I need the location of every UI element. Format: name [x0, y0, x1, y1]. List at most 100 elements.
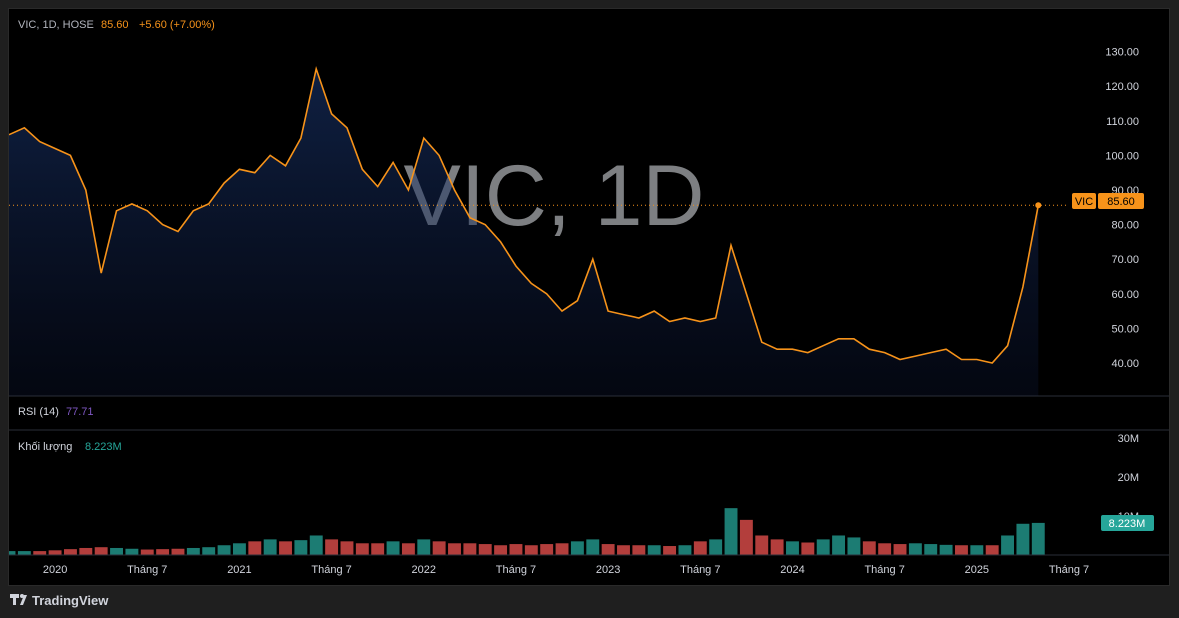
volume-bar	[924, 544, 938, 555]
volume-bar	[386, 541, 400, 555]
volume-axis[interactable]: 30M20M10M	[1118, 433, 1139, 523]
volume-bar	[478, 544, 492, 555]
price-tag-symbol-bg	[1072, 193, 1096, 209]
volume-bar	[663, 546, 677, 555]
time-tick-label: 2022	[412, 564, 436, 576]
price-tag-symbol: VIC	[1075, 196, 1093, 208]
rsi-value: 77.71	[66, 406, 94, 418]
time-tick-label: Tháng 7	[1049, 564, 1089, 576]
price-tick-label: 130.00	[1105, 47, 1139, 59]
price-tag-value: 85.60	[1107, 196, 1135, 208]
volume-bar	[371, 543, 385, 555]
volume-bar	[186, 547, 200, 555]
volume-bar	[325, 539, 339, 555]
volume-bar	[862, 541, 876, 555]
volume-bar	[632, 545, 646, 555]
volume-bar	[48, 550, 62, 555]
price-change-header: +5.60 (+7.00%)	[139, 19, 215, 31]
time-tick-label: Tháng 7	[680, 564, 720, 576]
volume-bar	[432, 541, 446, 555]
volume-bar	[908, 543, 922, 555]
volume-bar	[724, 508, 738, 555]
volume-value: 8.223M	[85, 441, 122, 453]
volume-bar	[586, 539, 600, 555]
tradingview-logo-icon	[10, 594, 27, 605]
volume-bar	[955, 545, 968, 555]
time-tick-label: Tháng 7	[864, 564, 904, 576]
volume-tag-bg	[1101, 515, 1154, 531]
chart-frame: VIC, 1D VIC, 1D, HOSE 85.60 +5.60 (+7.00…	[8, 8, 1170, 586]
volume-bar	[294, 540, 308, 555]
volume-bar	[985, 545, 999, 555]
volume-bar	[263, 539, 277, 555]
price-tick-label: 100.00	[1105, 150, 1139, 162]
last-price-dot	[1035, 202, 1042, 209]
volume-bar	[448, 543, 461, 555]
volume-bars	[9, 508, 1045, 555]
volume-bar	[540, 544, 554, 555]
volume-bar	[847, 537, 861, 555]
volume-bar	[893, 544, 907, 555]
volume-bar	[878, 543, 892, 555]
volume-bar	[110, 547, 123, 555]
volume-bar	[202, 547, 216, 555]
volume-bar	[232, 543, 246, 555]
price-tag-value-bg	[1098, 193, 1144, 209]
time-tick-label: Tháng 7	[496, 564, 536, 576]
volume-bar	[678, 545, 692, 555]
volume-bar	[355, 543, 369, 555]
volume-bar	[94, 547, 108, 555]
time-tick-label: Tháng 7	[311, 564, 351, 576]
volume-bar	[17, 551, 31, 555]
symbol-info: VIC, 1D, HOSE	[18, 19, 94, 31]
volume-bar	[617, 545, 630, 555]
volume-bar	[739, 519, 753, 555]
volume-bar	[140, 549, 154, 555]
volume-bar	[309, 535, 323, 555]
time-tick-label: 2021	[227, 564, 251, 576]
price-tick-label: 60.00	[1111, 289, 1139, 301]
volume-label: Khối lượng	[18, 441, 72, 453]
volume-bar	[217, 545, 231, 555]
volume-bar	[786, 541, 799, 555]
price-axis[interactable]: 130.00120.00110.00100.0090.0080.0070.006…	[1105, 47, 1139, 370]
volume-bar	[570, 541, 584, 555]
volume-bar	[417, 539, 431, 555]
volume-bar	[1016, 523, 1030, 555]
volume-bar	[601, 544, 615, 555]
volume-bar	[279, 541, 292, 555]
volume-bar	[939, 544, 953, 555]
volume-bar	[647, 545, 661, 555]
time-tick-label: 2020	[43, 564, 67, 576]
price-area	[9, 68, 1039, 397]
volume-bar	[248, 541, 262, 555]
volume-bar	[494, 545, 508, 555]
volume-bar	[9, 551, 16, 555]
volume-bar	[816, 539, 830, 555]
volume-bar	[509, 544, 523, 555]
volume-bar	[79, 547, 93, 555]
price-tick-label: 110.00	[1106, 116, 1139, 128]
price-tick-label: 70.00	[1111, 254, 1139, 266]
time-axis[interactable]: 2020 Tháng 7 2021 Tháng 7 2022 Tháng 7 2023 Thá…	[43, 564, 1089, 576]
volume-bar	[693, 541, 707, 555]
time-tick-label: 2023	[596, 564, 620, 576]
volume-bar	[970, 545, 984, 555]
volume-bar	[33, 551, 47, 555]
volume-bar	[171, 548, 185, 555]
volume-tick-label: 20M	[1118, 472, 1139, 484]
time-tick-label: Tháng 7	[127, 564, 167, 576]
volume-bar	[524, 545, 538, 555]
volume-bar	[401, 543, 415, 555]
rsi-label: RSI (14)	[18, 406, 59, 418]
volume-bar	[63, 549, 77, 555]
price-tick-label: 50.00	[1111, 323, 1139, 335]
brand-name: TradingView	[32, 593, 109, 608]
time-tick-label: 2025	[965, 564, 989, 576]
price-tag: VIC 85.60	[1072, 193, 1144, 209]
price-tick-label: 80.00	[1111, 220, 1139, 232]
volume-bar	[1001, 535, 1015, 555]
chart-canvas[interactable]: VIC, 1D VIC, 1D, HOSE 85.60 +5.60 (+7.00…	[9, 9, 1169, 585]
volume-bar	[340, 541, 354, 555]
price-tick-label: 40.00	[1111, 358, 1139, 370]
